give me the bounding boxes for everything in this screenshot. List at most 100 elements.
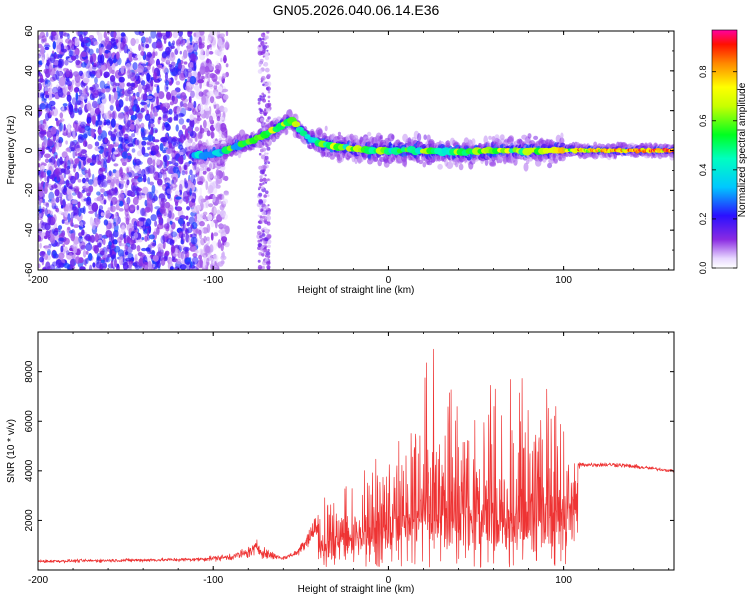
noise-speckle [168,41,171,47]
noise-speckle [39,86,42,91]
noise-speckle [92,262,96,268]
noise-speckle [72,134,76,139]
noise-speckle [68,230,74,234]
interference-speckle [257,265,263,270]
noise-speckle [135,195,143,201]
noise-speckle [131,148,136,153]
noise-speckle [175,196,182,200]
noise-speckle [178,183,183,193]
noise-speckle [126,69,133,78]
ridge-halo [508,135,515,143]
noise-speckle [177,244,182,251]
noise-speckle [217,261,224,267]
noise-speckle [109,181,115,191]
ridge-halo [559,137,565,145]
noise-speckle [39,256,44,263]
noise-speckle [179,264,187,270]
noise-speckle [47,81,53,89]
noise-speckle [196,31,200,36]
interference-speckle [262,35,266,38]
noise-speckle [194,213,198,223]
noise-speckle [40,171,47,178]
noise-speckle [201,95,207,105]
noise-speckle [162,122,166,130]
noise-speckle [147,134,154,142]
interference-speckle [268,229,271,232]
interference-speckle [265,42,268,45]
noise-speckle [133,98,138,107]
noise-speckle [215,64,220,70]
noise-speckle [130,82,136,88]
noise-speckle [73,224,80,229]
noise-speckle [130,114,137,121]
ridge-halo [324,125,328,132]
interference-speckle [267,244,271,248]
noise-speckle [65,68,70,78]
noise-speckle [45,94,50,99]
noise-speckle [38,185,44,192]
noise-speckle [174,266,180,270]
noise-speckle [163,223,170,230]
noise-speckle [113,91,118,101]
noise-speckle [57,225,63,230]
noise-speckle [216,200,222,205]
noise-speckle [102,151,107,159]
noise-speckle [159,205,166,214]
noise-speckle [115,39,119,43]
noise-speckle [144,87,148,94]
noise-speckle [84,169,89,174]
noise-speckle [206,58,210,64]
interference-speckle [258,220,262,224]
ridge-halo [489,161,497,167]
noise-speckle [144,129,149,135]
noise-speckle [183,246,190,252]
noise-speckle [74,120,79,125]
noise-speckle [100,259,105,264]
noise-speckle [110,244,117,249]
noise-speckle [109,86,114,91]
noise-speckle [182,103,188,108]
interference-speckle [261,37,265,41]
interference-speckle [260,208,264,212]
interference-speckle [260,183,263,186]
interference-speckle [257,50,263,56]
noise-speckle [183,164,187,170]
noise-speckle [88,253,93,261]
ridge-halo [422,161,427,168]
interference-speckle [266,73,271,78]
noise-speckle [145,218,152,227]
noise-speckle [98,242,102,248]
noise-speckle [96,120,103,126]
noise-speckle [205,199,209,209]
noise-speckle [137,251,143,257]
noise-speckle [208,203,214,208]
noise-speckle [103,31,108,39]
noise-speckle [181,55,186,61]
noise-speckle [203,119,207,129]
noise-speckle [191,198,196,203]
interference-speckle [263,178,268,183]
noise-speckle [97,146,104,150]
noise-speckle [129,204,136,211]
noise-speckle [132,185,139,193]
noise-speckle [78,109,83,115]
noise-speckle [118,200,124,207]
noise-speckle [103,121,107,126]
noise-speckle [79,226,83,230]
interference-speckle [261,203,266,208]
noise-speckle [82,71,89,81]
noise-speckle [75,91,79,102]
noise-speckle [105,210,111,219]
noise-speckle [182,49,188,59]
noise-speckle [127,137,131,142]
noise-speckle [120,137,126,143]
noise-speckle [198,229,202,236]
noise-speckle [163,102,170,107]
noise-speckle [70,175,76,184]
noise-speckle [97,112,101,122]
noise-speckle [88,48,94,56]
noise-speckle [170,45,176,49]
noise-speckle [152,51,156,59]
